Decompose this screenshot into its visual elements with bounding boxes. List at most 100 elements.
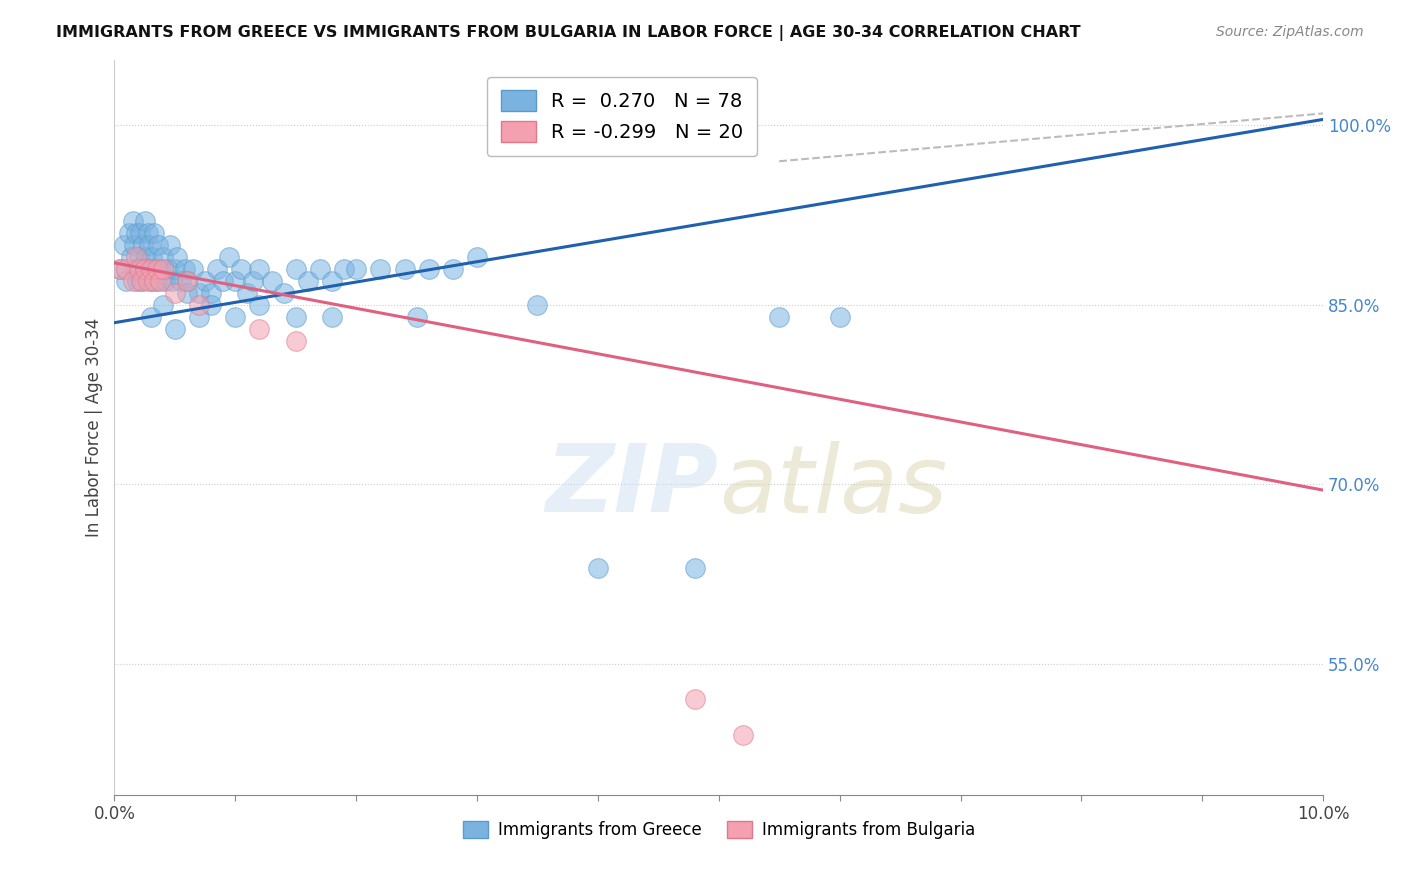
Point	[194, 274, 217, 288]
Point	[159, 238, 181, 252]
Point	[405, 310, 427, 324]
Point	[224, 274, 246, 288]
Point	[236, 285, 259, 300]
Point	[284, 261, 307, 276]
Point	[200, 285, 222, 300]
Point	[200, 298, 222, 312]
Point	[129, 274, 152, 288]
Point	[333, 261, 356, 276]
Point	[297, 274, 319, 288]
Point	[132, 238, 155, 252]
Point	[162, 274, 184, 288]
Point	[134, 214, 156, 228]
Legend: R =  0.270   N = 78, R = -0.299   N = 20: R = 0.270 N = 78, R = -0.299 N = 20	[486, 77, 756, 156]
Point	[136, 274, 159, 288]
Point	[115, 274, 138, 288]
Point	[321, 310, 343, 324]
Point	[163, 261, 186, 276]
Point	[218, 250, 240, 264]
Point	[205, 261, 228, 276]
Point	[121, 274, 143, 288]
Point	[141, 250, 163, 264]
Point	[110, 261, 132, 276]
Point	[170, 274, 193, 288]
Point	[136, 226, 159, 240]
Point	[149, 261, 172, 276]
Point	[465, 250, 488, 264]
Point	[143, 274, 166, 288]
Point	[173, 261, 195, 276]
Point	[163, 285, 186, 300]
Point	[139, 261, 162, 276]
Point	[128, 261, 150, 276]
Point	[249, 298, 271, 312]
Point	[231, 261, 253, 276]
Point	[188, 298, 211, 312]
Point	[731, 728, 754, 742]
Point	[828, 310, 851, 324]
Point	[143, 226, 166, 240]
Point	[138, 238, 160, 252]
Point	[188, 310, 211, 324]
Point	[120, 250, 142, 264]
Point	[284, 334, 307, 348]
Point	[136, 261, 159, 276]
Point	[115, 261, 138, 276]
Point	[152, 298, 174, 312]
Point	[181, 261, 204, 276]
Point	[152, 250, 174, 264]
Point	[768, 310, 790, 324]
Point	[418, 261, 440, 276]
Point	[683, 561, 706, 575]
Text: IMMIGRANTS FROM GREECE VS IMMIGRANTS FROM BULGARIA IN LABOR FORCE | AGE 30-34 CO: IMMIGRANTS FROM GREECE VS IMMIGRANTS FRO…	[56, 25, 1081, 41]
Point	[260, 274, 283, 288]
Point	[131, 274, 153, 288]
Point	[683, 692, 706, 706]
Point	[128, 250, 150, 264]
Point	[249, 321, 271, 335]
Point	[344, 261, 367, 276]
Point	[188, 285, 211, 300]
Point	[125, 250, 148, 264]
Point	[149, 274, 172, 288]
Y-axis label: In Labor Force | Age 30-34: In Labor Force | Age 30-34	[86, 318, 103, 537]
Text: ZIP: ZIP	[546, 440, 718, 533]
Point	[146, 238, 169, 252]
Point	[212, 274, 235, 288]
Point	[112, 238, 135, 252]
Point	[142, 261, 165, 276]
Text: atlas: atlas	[718, 441, 948, 532]
Point	[152, 261, 174, 276]
Point	[224, 310, 246, 324]
Point	[309, 261, 332, 276]
Point	[321, 274, 343, 288]
Point	[121, 214, 143, 228]
Point	[526, 298, 548, 312]
Point	[284, 310, 307, 324]
Point	[129, 261, 152, 276]
Point	[156, 261, 179, 276]
Point	[273, 285, 295, 300]
Point	[370, 261, 392, 276]
Point	[176, 274, 198, 288]
Point	[125, 226, 148, 240]
Text: Source: ZipAtlas.com: Source: ZipAtlas.com	[1216, 25, 1364, 39]
Point	[135, 250, 157, 264]
Point	[122, 238, 145, 252]
Point	[176, 274, 198, 288]
Point	[166, 250, 188, 264]
Point	[139, 274, 162, 288]
Point	[139, 310, 162, 324]
Point	[176, 285, 198, 300]
Point	[145, 274, 167, 288]
Point	[394, 261, 416, 276]
Point	[163, 321, 186, 335]
Point	[145, 261, 167, 276]
Point	[586, 561, 609, 575]
Point	[441, 261, 464, 276]
Point	[110, 261, 132, 276]
Point	[127, 274, 149, 288]
Point	[249, 261, 271, 276]
Point	[153, 274, 176, 288]
Point	[242, 274, 264, 288]
